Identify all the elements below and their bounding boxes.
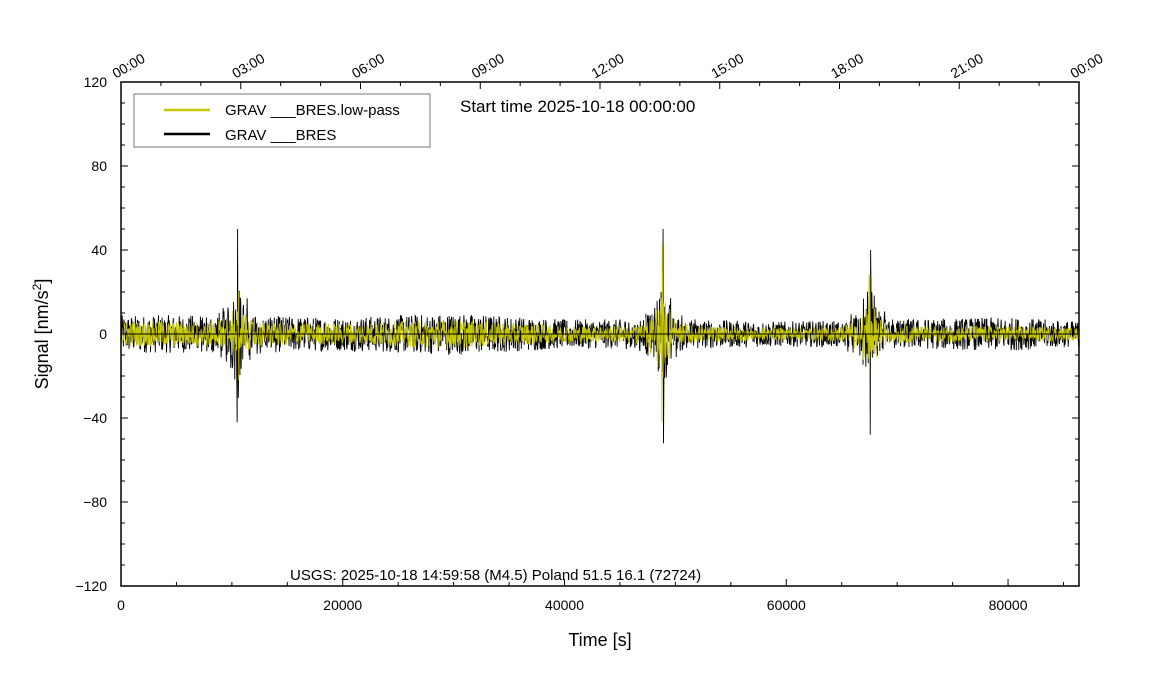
x-tick-label: 40000: [545, 597, 584, 613]
y-tick-label: −40: [83, 410, 107, 426]
y-axis-label-sup: 2: [30, 283, 44, 290]
y-tick-label: 0: [99, 326, 107, 342]
legend-label-lowpass: GRAV ___BRES.low-pass: [225, 102, 400, 119]
x-tick-label: 60000: [767, 597, 806, 613]
y-tick-label: 80: [91, 158, 107, 174]
y-tick-label: 120: [84, 74, 108, 90]
y-axis-label-base: Signal [nm/s: [32, 290, 52, 389]
y-axis-label-end: ]: [32, 279, 52, 284]
y-axis-label: Signal [nm/s2]: [30, 279, 52, 390]
x-tick-label: 80000: [989, 597, 1028, 613]
legend: GRAV ___BRES.low-pass GRAV ___BRES: [133, 93, 431, 148]
start-time-annotation: Start time 2025-10-18 00:00:00: [460, 97, 695, 116]
event-annotation: USGS: 2025-10-18 14:59:58 (M4.5) Poland …: [290, 567, 701, 584]
y-tick-label: −80: [83, 494, 107, 510]
series-layer: [121, 228, 1079, 444]
x-axis-label: Time [s]: [568, 630, 631, 650]
series-lowpass-line: [121, 243, 1079, 423]
legend-label-raw: GRAV ___BRES: [225, 127, 336, 144]
legend-box: [133, 93, 431, 148]
y-tick-label: −120: [75, 578, 107, 594]
y-tick-label: 40: [91, 242, 107, 258]
x-tick-label: 0: [117, 597, 125, 613]
x-tick-label: 20000: [323, 597, 362, 613]
